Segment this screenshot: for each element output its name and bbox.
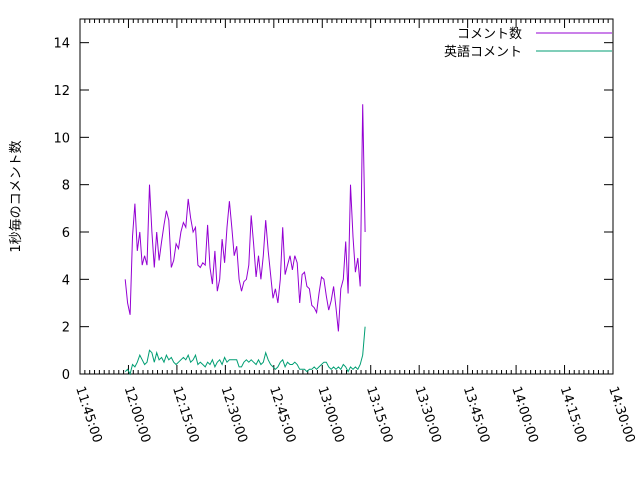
x-tick-label: 14:30:00 (605, 385, 637, 445)
x-tick-label: 12:45:00 (266, 385, 298, 445)
x-tick-label: 12:15:00 (169, 385, 201, 445)
y-tick-label: 8 (62, 179, 70, 194)
x-tick-label: 11:45:00 (72, 385, 104, 445)
y-tick-label: 6 (62, 226, 70, 241)
x-tick-label: 12:00:00 (121, 385, 153, 445)
legend-label-2: 英語コメント (444, 44, 522, 60)
y-tick-label: 0 (62, 368, 70, 383)
series-line-1 (124, 104, 366, 332)
plot-frame (79, 18, 614, 375)
x-tick-label: 14:00:00 (508, 385, 540, 445)
y-tick-label: 10 (53, 131, 70, 146)
series-line-2 (124, 326, 366, 376)
y-tick-label: 2 (62, 321, 70, 336)
x-tick-label: 13:15:00 (363, 385, 395, 445)
y-axis-label: 1秒毎のコメント数 (8, 140, 24, 252)
x-tick-label: 13:00:00 (314, 385, 346, 445)
x-tick-label: 13:30:00 (411, 385, 443, 445)
y-tick-label: 12 (53, 84, 70, 99)
x-tick-marks (79, 19, 614, 374)
y-tick-marks (80, 42, 613, 375)
legend-label-1: コメント数 (457, 27, 522, 42)
x-tick-label: 13:45:00 (460, 385, 492, 445)
x-tick-labels: 11:45:00 12:00:00 12:15:00 12:30:00 12:45:00… (72, 385, 637, 445)
series-group (124, 104, 366, 376)
y-tick-label: 4 (62, 273, 70, 288)
y-tick-label: 14 (53, 37, 70, 52)
y-tick-labels: 0 2 4 6 8 10 12 14 (53, 37, 70, 383)
x-tick-label: 14:15:00 (557, 385, 589, 445)
x-tick-label: 12:30:00 (218, 385, 250, 445)
